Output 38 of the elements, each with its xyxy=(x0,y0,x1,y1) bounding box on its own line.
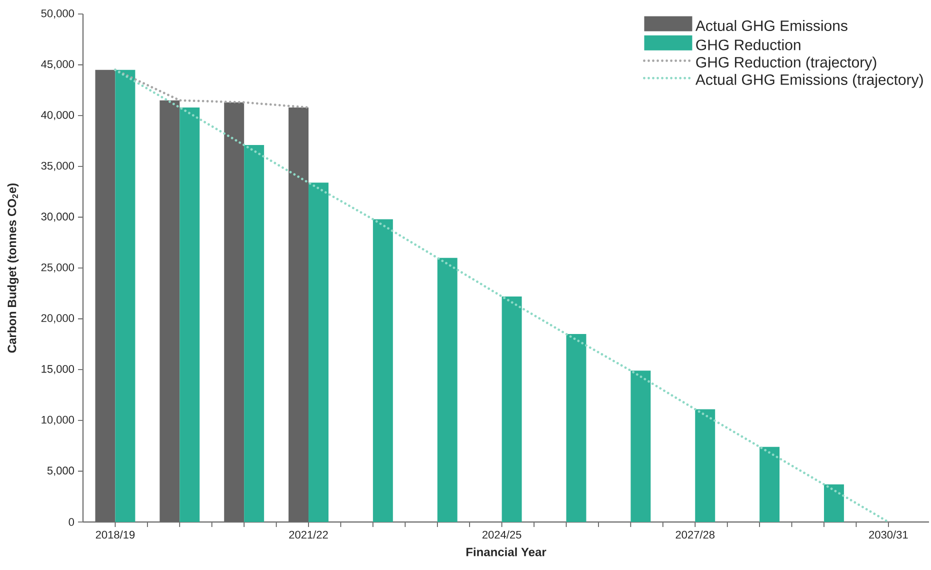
bar xyxy=(95,70,116,522)
y-tick-label: 20,000 xyxy=(41,314,74,324)
legend-label: GHG Reduction (trajectory) xyxy=(696,56,876,71)
x-tick-label: 2024/25 xyxy=(482,530,522,539)
bar xyxy=(308,182,328,522)
bar xyxy=(224,102,244,522)
x-tick-label: 2027/28 xyxy=(676,530,715,539)
bar xyxy=(566,334,586,522)
bar xyxy=(824,484,844,522)
y-tick-label: 5,000 xyxy=(47,466,74,476)
bar xyxy=(630,370,651,522)
bar xyxy=(437,258,458,522)
legend-label: Actual GHG Emissions xyxy=(695,20,848,32)
x-tick-label: 2030/31 xyxy=(869,530,908,539)
y-tick-label: 0 xyxy=(68,518,74,526)
bar xyxy=(244,145,264,522)
bar xyxy=(372,219,393,522)
legend-label: GHG Reduction xyxy=(696,39,800,50)
bar xyxy=(115,70,136,522)
y-tick-label: 25,000 xyxy=(41,263,74,273)
y-axis-title: Carbon Budget (tonnes CO$_{2}$e) xyxy=(7,183,19,353)
y-tick-label: 45,000 xyxy=(41,60,74,70)
bar xyxy=(160,100,180,522)
bar xyxy=(180,107,200,522)
x-tick-label: 2018/19 xyxy=(96,530,135,539)
legend-label: Actual GHG Emissions (trajectory) xyxy=(695,74,923,88)
bar xyxy=(502,296,522,522)
bar xyxy=(288,107,309,522)
bar xyxy=(760,446,780,522)
y-tick-label: 40,000 xyxy=(41,111,74,120)
y-tick-label: 10,000 xyxy=(42,416,74,425)
y-tick-label: 50,000 xyxy=(41,9,74,19)
x-tick-label: 2021/22 xyxy=(289,530,328,539)
x-axis-title: Financial Year xyxy=(466,547,546,556)
y-tick-label: 15,000 xyxy=(42,365,74,374)
y-tick-label: 30,000 xyxy=(41,212,74,222)
y-tick-label: 35,000 xyxy=(41,162,74,171)
bar xyxy=(695,409,716,522)
